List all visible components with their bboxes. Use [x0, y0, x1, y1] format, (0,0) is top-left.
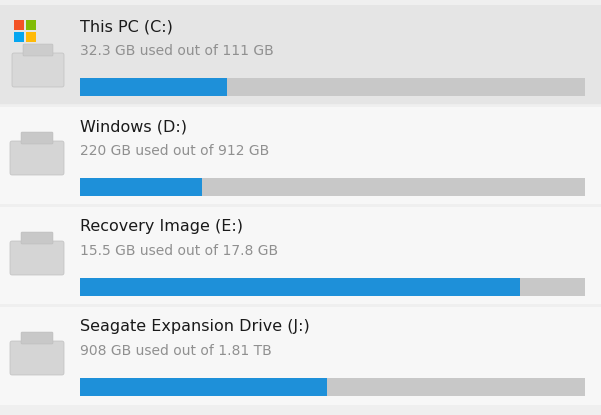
FancyBboxPatch shape — [21, 132, 53, 144]
Bar — [0, 205, 601, 305]
Bar — [80, 278, 585, 296]
FancyBboxPatch shape — [21, 332, 53, 344]
FancyBboxPatch shape — [12, 53, 64, 87]
FancyBboxPatch shape — [10, 241, 64, 275]
Bar — [26, 32, 36, 42]
Bar — [0, 305, 601, 405]
Bar — [14, 32, 24, 42]
FancyBboxPatch shape — [23, 44, 53, 56]
FancyBboxPatch shape — [10, 141, 64, 175]
Bar — [80, 78, 227, 96]
Text: Recovery Image (E:): Recovery Image (E:) — [80, 220, 243, 234]
Bar — [80, 378, 328, 396]
Bar — [14, 20, 24, 30]
Text: 908 GB used out of 1.81 TB: 908 GB used out of 1.81 TB — [80, 344, 272, 358]
Bar — [80, 378, 585, 396]
FancyBboxPatch shape — [10, 341, 64, 375]
Text: Seagate Expansion Drive (J:): Seagate Expansion Drive (J:) — [80, 320, 310, 334]
Bar — [0, 105, 601, 205]
Text: Windows (D:): Windows (D:) — [80, 120, 187, 134]
Text: 220 GB used out of 912 GB: 220 GB used out of 912 GB — [80, 144, 269, 158]
Bar — [80, 178, 202, 196]
Bar — [26, 20, 36, 30]
Text: 15.5 GB used out of 17.8 GB: 15.5 GB used out of 17.8 GB — [80, 244, 278, 258]
Text: This PC (C:): This PC (C:) — [80, 20, 173, 34]
Bar — [80, 178, 585, 196]
Text: 32.3 GB used out of 111 GB: 32.3 GB used out of 111 GB — [80, 44, 273, 58]
Bar — [0, 5, 601, 105]
Bar — [80, 78, 585, 96]
Bar — [80, 278, 520, 296]
FancyBboxPatch shape — [21, 232, 53, 244]
